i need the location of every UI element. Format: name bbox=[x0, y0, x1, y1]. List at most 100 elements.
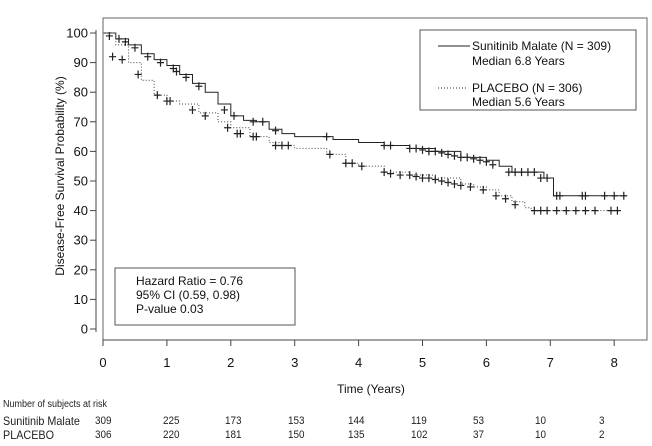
at-risk-row-label: Sunitinib Malate bbox=[3, 414, 80, 428]
legend-box bbox=[419, 29, 637, 111]
x-axis: 0 1 2 3 4 5 6 7 8 bbox=[99, 339, 618, 370]
at-risk-value: 10 bbox=[535, 415, 547, 427]
censor-mark-placebo bbox=[425, 174, 433, 183]
censor-mark-placebo bbox=[342, 159, 350, 168]
censor-mark-placebo bbox=[511, 200, 519, 209]
legend-median-sunitinib: Median 6.8 Years bbox=[472, 54, 565, 68]
censor-mark-sunitinib bbox=[610, 191, 618, 200]
y-tick-label: 10 bbox=[74, 292, 88, 307]
x-tick-label: 3 bbox=[291, 355, 298, 370]
censor-mark-sunitinib bbox=[144, 52, 152, 61]
censor-mark-sunitinib bbox=[431, 147, 439, 156]
x-tick-label: 1 bbox=[163, 355, 170, 370]
censor-mark-placebo bbox=[479, 185, 487, 194]
censor-mark-sunitinib bbox=[530, 168, 538, 177]
x-tick-label: 5 bbox=[419, 355, 426, 370]
y-tick-label: 40 bbox=[74, 203, 88, 218]
at-risk-value: 2 bbox=[599, 429, 605, 441]
censor-mark-sunitinib bbox=[524, 168, 532, 177]
censor-mark-placebo bbox=[284, 141, 292, 150]
x-tick-label: 2 bbox=[227, 355, 234, 370]
censor-mark-placebo bbox=[118, 55, 126, 64]
censor-mark-placebo bbox=[406, 171, 414, 180]
censor-mark-placebo bbox=[412, 172, 420, 181]
censor-mark-sunitinib bbox=[489, 160, 497, 169]
censor-mark-placebo bbox=[502, 194, 510, 203]
censor-mark-sunitinib bbox=[450, 151, 458, 160]
censor-mark-sunitinib bbox=[172, 67, 180, 76]
at-risk-value: 225 bbox=[163, 415, 180, 427]
curve-placebo bbox=[103, 32, 621, 212]
y-tick-label: 70 bbox=[74, 114, 88, 129]
y-tick-label: 30 bbox=[74, 233, 88, 248]
censor-mark-sunitinib bbox=[505, 168, 513, 177]
censor-mark-placebo bbox=[581, 206, 589, 215]
censor-mark-placebo bbox=[326, 150, 334, 159]
legend-label-placebo: PLACEBO (N = 306) bbox=[472, 81, 582, 95]
censor-mark-sunitinib bbox=[249, 117, 257, 126]
hazard-ratio: Hazard Ratio = 0.76 bbox=[136, 274, 243, 288]
at-risk-value: 10 bbox=[535, 429, 547, 441]
curves bbox=[103, 31, 628, 215]
censor-mark-sunitinib bbox=[182, 73, 190, 82]
y-axis-label: Disease-Free Survival Probability (%) bbox=[53, 76, 67, 275]
censor-mark-placebo bbox=[278, 141, 286, 150]
x-tick-label: 7 bbox=[547, 355, 554, 370]
at-risk-value: 150 bbox=[288, 429, 305, 441]
censor-mark-placebo bbox=[591, 206, 599, 215]
censor-mark-sunitinib bbox=[444, 150, 452, 159]
censor-mark-placebo bbox=[419, 174, 426, 183]
censor-mark-sunitinib bbox=[537, 174, 545, 183]
x-axis-label: Time (Years) bbox=[337, 382, 405, 396]
censor-mark-sunitinib bbox=[425, 147, 433, 156]
at-risk-row-label: PLACEBO bbox=[3, 428, 55, 442]
censor-mark-placebo bbox=[236, 129, 244, 138]
censor-mark-sunitinib bbox=[476, 156, 484, 165]
at-risk-value: 119 bbox=[411, 415, 427, 427]
censor-mark-placebo bbox=[252, 132, 260, 141]
censor-mark-sunitinib bbox=[438, 148, 446, 157]
censor-mark-placebo bbox=[572, 206, 580, 215]
censor-mark-sunitinib bbox=[131, 43, 139, 52]
censor-mark-sunitinib bbox=[220, 105, 228, 114]
censor-mark-sunitinib bbox=[272, 126, 280, 135]
at-risk-value: 135 bbox=[348, 429, 365, 441]
censor-mark-sunitinib bbox=[259, 117, 267, 126]
censor-mark-sunitinib bbox=[195, 82, 203, 91]
censor-mark-sunitinib bbox=[115, 34, 123, 43]
at-risk-title: Number of subjects at risk bbox=[3, 399, 108, 410]
at-risk-value: 3 bbox=[599, 415, 605, 427]
x-tick-label: 4 bbox=[355, 355, 362, 370]
at-risk-value: 220 bbox=[163, 429, 180, 441]
censor-mark-sunitinib bbox=[556, 191, 564, 200]
y-tick-label: 80 bbox=[74, 85, 88, 100]
censor-mark-placebo bbox=[444, 178, 452, 187]
censor-mark-placebo bbox=[613, 206, 621, 215]
at-risk-value: 306 bbox=[95, 429, 112, 441]
censor-mark-placebo bbox=[224, 123, 232, 132]
censor-mark-placebo bbox=[607, 206, 615, 215]
censor-mark-placebo bbox=[466, 182, 474, 191]
censor-mark-sunitinib bbox=[412, 144, 420, 153]
at-risk-value: 309 bbox=[95, 415, 112, 427]
at-risk-value: 53 bbox=[473, 415, 485, 427]
censor-mark-sunitinib bbox=[482, 157, 490, 166]
censor-mark-placebo bbox=[553, 206, 561, 215]
at-risk-value: 37 bbox=[473, 429, 485, 441]
censor-mark-sunitinib bbox=[601, 191, 609, 200]
censor-mark-sunitinib bbox=[121, 37, 129, 46]
censor-mark-placebo bbox=[380, 168, 388, 177]
y-tick-label: 90 bbox=[74, 55, 88, 70]
censor-mark-sunitinib bbox=[543, 174, 551, 183]
censor-mark-sunitinib bbox=[511, 168, 519, 177]
censor-mark-placebo bbox=[109, 52, 117, 61]
legend-label-sunitinib: Sunitinib Malate (N = 309) bbox=[472, 39, 611, 53]
censor-mark-placebo bbox=[348, 159, 356, 168]
censor-mark-sunitinib bbox=[518, 168, 526, 177]
censor-mark-placebo bbox=[537, 206, 545, 215]
y-tick-label: 0 bbox=[81, 322, 88, 337]
stats-frame bbox=[114, 267, 296, 326]
censor-mark-placebo bbox=[530, 206, 538, 215]
at-risk-value: 153 bbox=[288, 415, 305, 427]
